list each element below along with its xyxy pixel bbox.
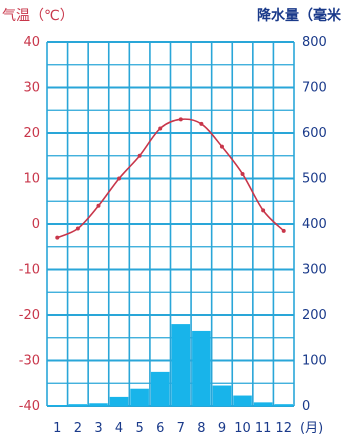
x-tick-label: 5 — [135, 421, 143, 436]
left-tick-label: -40 — [19, 399, 40, 414]
temperature-line — [56, 118, 285, 239]
precip-bar — [109, 396, 129, 406]
temperature-point — [199, 121, 204, 126]
temperature-point — [261, 208, 266, 213]
left-tick-label: -30 — [19, 354, 40, 369]
x-tick-label: 12 — [275, 421, 292, 436]
precip-bar — [48, 405, 67, 406]
x-tick-label: 10 — [234, 421, 251, 436]
right-tick-label: 200 — [302, 308, 327, 323]
grid-group — [46, 41, 295, 407]
temperature-point — [158, 126, 163, 131]
right-tick-label: 600 — [302, 126, 327, 141]
left-tick-label: 30 — [23, 81, 40, 96]
temp-line-group — [55, 117, 286, 240]
bars-group — [48, 324, 293, 406]
x-tick-label: 11 — [255, 421, 272, 436]
right-tick-label: 400 — [302, 217, 327, 232]
x-tick-label: 1 — [53, 421, 61, 436]
right-tick-label: 300 — [302, 263, 327, 278]
x-tick-label: 7 — [177, 421, 185, 436]
left-tick-label: 10 — [23, 172, 40, 187]
right-tick-label: 700 — [302, 81, 327, 96]
temperature-point — [96, 203, 101, 208]
temperature-point — [219, 144, 224, 149]
left-tick-label: 0 — [32, 217, 40, 232]
left-tick-label: -20 — [19, 308, 40, 323]
temperature-point — [178, 117, 183, 122]
precip-bar — [89, 403, 108, 406]
precip-bar — [68, 404, 88, 406]
x-tick-label: 2 — [74, 421, 82, 436]
temperature-point — [281, 228, 286, 233]
left-tick-label: 20 — [23, 126, 40, 141]
x-tick-label: 9 — [218, 421, 226, 436]
temperature-point — [75, 226, 80, 231]
precip-bar — [192, 330, 211, 406]
right-tick-label: 800 — [302, 35, 327, 50]
temperature-point — [55, 235, 60, 240]
left-tick-label: -10 — [19, 263, 40, 278]
precip-bar — [274, 404, 293, 406]
right-tick-label: 500 — [302, 172, 327, 187]
x-tick-label: 4 — [115, 421, 123, 436]
right-axis-title: 降水量（毫米 — [257, 7, 342, 24]
precip-bar — [130, 388, 149, 406]
left-axis-title: 气温（℃） — [2, 8, 74, 24]
right-tick-label: 0 — [302, 399, 310, 414]
x-axis-unit: (月) — [300, 421, 323, 436]
precip-bar — [212, 385, 232, 406]
temperature-point — [117, 176, 122, 181]
x-tick-label: 6 — [156, 421, 164, 436]
temperature-point — [240, 171, 245, 176]
temperature-point — [137, 153, 142, 158]
x-tick-label: 8 — [197, 421, 205, 436]
precip-bar — [171, 324, 191, 406]
precip-bar — [253, 402, 273, 406]
precip-bar — [233, 395, 252, 406]
precip-bar — [150, 371, 170, 406]
right-tick-label: 100 — [302, 354, 327, 369]
left-tick-label: 40 — [23, 35, 40, 50]
x-tick-label: 3 — [94, 421, 102, 436]
